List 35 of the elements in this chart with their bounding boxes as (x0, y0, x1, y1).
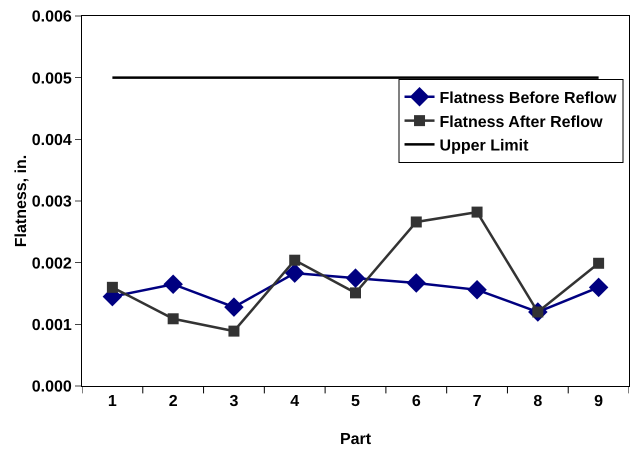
point (588, 278, 608, 298)
legend-label: Flatness Before Reflow (440, 90, 618, 108)
x-tick-label: 9 (594, 393, 604, 410)
y-tick-label: 0.001 (32, 316, 72, 334)
legend-label: Flatness After Reflow (440, 114, 604, 131)
point (410, 216, 422, 228)
x-tick-label: 5 (351, 393, 360, 410)
x-tick-label: 7 (472, 393, 482, 410)
x-tick-label: 4 (290, 393, 300, 410)
point (224, 297, 244, 317)
point (289, 254, 300, 266)
x-tick-label: 8 (533, 393, 542, 410)
y-tick-label: 0.003 (32, 194, 72, 211)
point (467, 280, 487, 300)
y-tick-label: 0.004 (32, 132, 72, 149)
y-axis-title: Flatness, in. (12, 154, 30, 248)
legend-label: Upper Limit (440, 138, 530, 155)
point (406, 273, 426, 293)
point (106, 282, 118, 293)
y-tick-label: 0.006 (32, 8, 72, 26)
point (593, 258, 604, 269)
point (168, 313, 179, 324)
y-tick-label: 0.005 (32, 70, 72, 88)
x-tick-label: 6 (412, 393, 421, 410)
x-axis-title: Part (340, 431, 372, 448)
y-tick-label: 0.000 (32, 378, 72, 396)
y-tick-label: 0.002 (32, 255, 72, 272)
point (228, 326, 240, 337)
x-tick-label: 2 (168, 393, 178, 410)
point (163, 274, 183, 294)
x-tick-label: 3 (229, 393, 238, 410)
point (350, 287, 361, 298)
x-tick-label: 1 (108, 393, 117, 410)
point (472, 206, 483, 218)
point (346, 268, 366, 288)
